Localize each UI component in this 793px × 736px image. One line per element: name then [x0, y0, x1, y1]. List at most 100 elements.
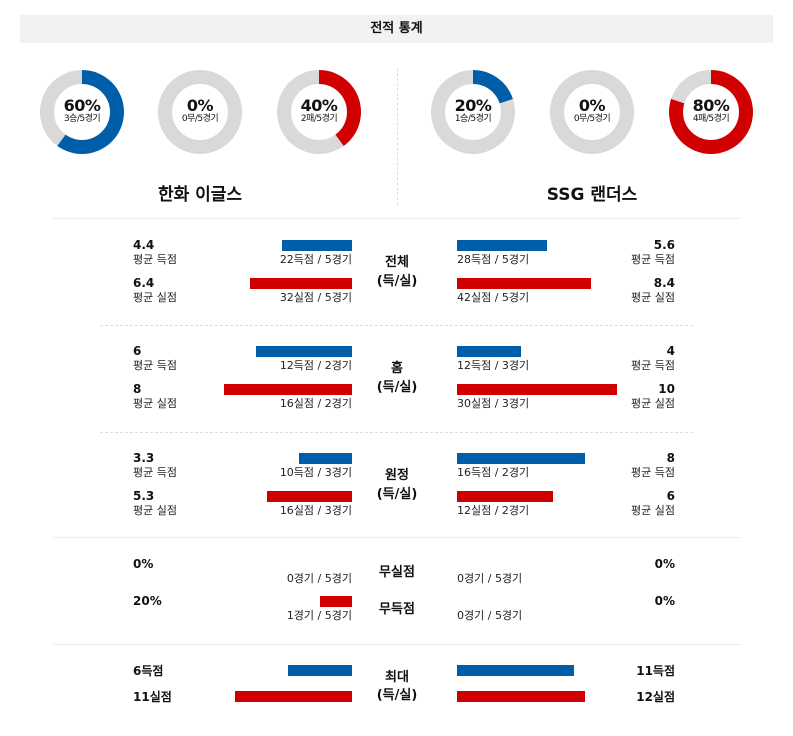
right-value: 10 — [658, 382, 675, 396]
donut-percent: 20% — [454, 96, 492, 115]
right-label: 평균 득점 — [631, 359, 675, 372]
right-detail: 30실점 / 3경기 — [457, 397, 530, 410]
left-label: 평균 실점 — [133, 397, 177, 410]
left-value: 20% — [133, 594, 162, 608]
right-value: 8 — [666, 451, 675, 465]
win-rate-donut: 40% 2패/5경기 — [277, 70, 361, 154]
donut-center: 0% 0무/5경기 — [172, 84, 228, 140]
left-detail: 1경기 / 5경기 — [286, 609, 352, 622]
right-value: 6 — [666, 489, 675, 503]
donut-record: 2패/5경기 — [300, 114, 338, 124]
stat-bar — [250, 278, 352, 289]
right-detail: 12실점 / 2경기 — [457, 504, 530, 517]
section-sublabel: (득/실) — [376, 274, 418, 289]
left-label: 평균 실점 — [133, 291, 177, 304]
donut-record: 1승/5경기 — [454, 114, 492, 124]
donut-percent: 0% — [186, 96, 214, 115]
right-value: 8.4 — [653, 276, 675, 290]
left-label: 평균 득점 — [133, 253, 177, 266]
section-label: 전체 — [385, 255, 409, 270]
win-rate-donut: 0% 0무/5경기 — [550, 70, 634, 154]
stat-bar — [288, 665, 352, 676]
section-label: 홈 — [391, 361, 403, 376]
donut-record: 0무/5경기 — [573, 114, 611, 124]
donut-record: 3승/5경기 — [63, 114, 101, 124]
donut-percent: 80% — [692, 96, 730, 115]
right-label: 평균 득점 — [631, 466, 675, 479]
left-detail: 16실점 / 3경기 — [279, 504, 352, 517]
left-detail: 22득점 / 5경기 — [279, 253, 352, 266]
section-sublabel: (득/실) — [376, 487, 418, 502]
stat-bar — [299, 453, 352, 464]
right-label: 평균 실점 — [631, 504, 675, 517]
team-name: 한화 이글스 — [157, 185, 243, 205]
win-rate-donut: 20% 1승/5경기 — [431, 70, 515, 154]
left-detail: 32실점 / 5경기 — [279, 291, 352, 304]
left-label: 평균 득점 — [133, 359, 177, 372]
section-label: 원정 — [385, 468, 409, 483]
donut-record: 0무/5경기 — [181, 114, 219, 124]
donut-center: 20% 1승/5경기 — [445, 84, 501, 140]
team-name: SSG 랜더스 — [546, 185, 638, 205]
donut-record: 4패/5경기 — [692, 114, 730, 124]
divider — [100, 432, 693, 433]
section-sublabel: (득/실) — [376, 688, 418, 703]
stat-bar — [235, 691, 352, 702]
right-label: 평균 득점 — [631, 253, 675, 266]
divider — [52, 644, 741, 645]
left-value: 4.4 — [133, 238, 155, 252]
stat-bar — [224, 384, 352, 395]
section-label: 무득점 — [379, 602, 415, 617]
donut-center: 80% 4패/5경기 — [683, 84, 739, 140]
stat-bar — [457, 384, 617, 395]
left-value: 3.3 — [133, 451, 155, 465]
stat-bar — [457, 453, 585, 464]
stat-bar — [457, 491, 553, 502]
right-detail: 16득점 / 2경기 — [457, 466, 530, 479]
section-label: 무실점 — [379, 565, 415, 580]
right-label: 평균 실점 — [631, 291, 675, 304]
left-value: 6득점 — [133, 664, 164, 678]
stat-bar — [457, 346, 521, 357]
stat-bar — [267, 491, 352, 502]
left-value: 6.4 — [133, 276, 155, 290]
team-divider — [397, 68, 398, 205]
left-detail: 12득점 / 2경기 — [279, 359, 352, 372]
divider — [52, 537, 741, 538]
right-value: 11득점 — [636, 664, 675, 678]
stat-bar — [457, 691, 585, 702]
right-value: 0% — [654, 594, 675, 608]
section-label: 최대 — [385, 670, 409, 685]
right-label: 평균 실점 — [631, 397, 675, 410]
donut-center: 40% 2패/5경기 — [291, 84, 347, 140]
donut-percent: 40% — [300, 96, 338, 115]
right-detail: 42실점 / 5경기 — [457, 291, 530, 304]
right-value: 12실점 — [636, 690, 675, 704]
left-value: 0% — [133, 557, 154, 571]
right-detail: 0경기 / 5경기 — [457, 609, 523, 622]
stat-bar — [256, 346, 352, 357]
right-detail: 0경기 / 5경기 — [457, 572, 523, 585]
left-value: 5.3 — [133, 489, 155, 503]
donut-percent: 60% — [63, 96, 101, 115]
left-label: 평균 득점 — [133, 466, 177, 479]
right-detail: 28득점 / 5경기 — [457, 253, 530, 266]
section-sublabel: (득/실) — [376, 380, 418, 395]
stat-bar — [457, 240, 547, 251]
left-label: 평균 실점 — [133, 504, 177, 517]
right-detail: 12득점 / 3경기 — [457, 359, 530, 372]
stat-bar — [320, 596, 352, 607]
stat-bar — [282, 240, 352, 251]
divider — [52, 218, 741, 219]
left-detail: 0경기 / 5경기 — [286, 572, 352, 585]
stat-bar — [457, 278, 591, 289]
donut-center: 0% 0무/5경기 — [564, 84, 620, 140]
right-value: 0% — [654, 557, 675, 571]
left-value: 8 — [133, 382, 142, 396]
left-detail: 16실점 / 2경기 — [279, 397, 352, 410]
left-value: 11실점 — [133, 690, 172, 704]
right-value: 5.6 — [653, 238, 675, 252]
section-title: 전적 통계 — [20, 15, 773, 43]
divider — [100, 325, 693, 326]
stat-bar — [457, 665, 574, 676]
